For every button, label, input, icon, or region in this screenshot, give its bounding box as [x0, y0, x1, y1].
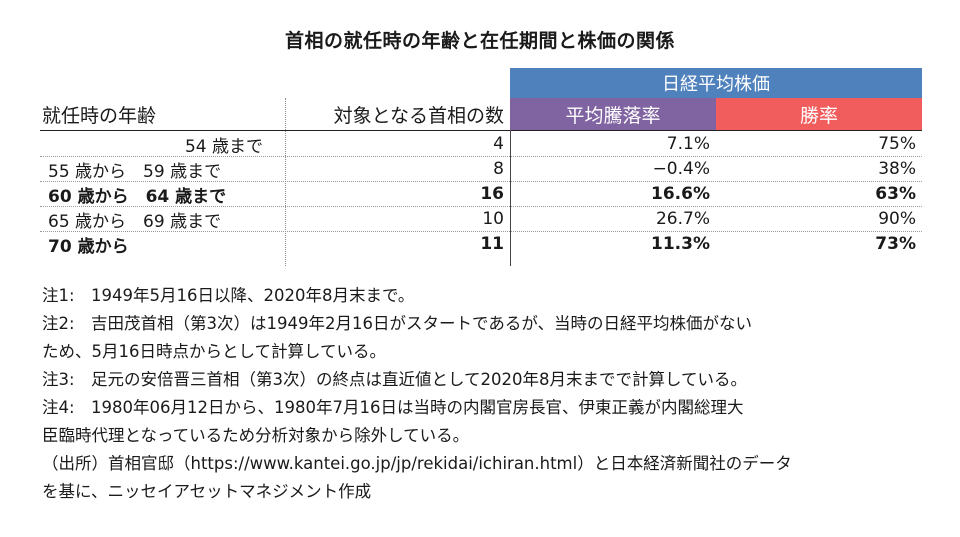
cell-average-change: 7.1%	[666, 134, 710, 154]
cell-win-rate: 73%	[875, 234, 916, 254]
cell-average-change: −0.4%	[652, 159, 710, 179]
cell-count: 8	[493, 159, 504, 179]
column-divider	[510, 130, 511, 266]
table-header-row: 就任時の年齢 対象となる首相の数 平均騰落率 勝率	[40, 98, 922, 130]
cell-age: 70 歳から	[48, 236, 129, 257]
header-age: 就任時の年齢	[42, 104, 157, 127]
table-row: 65 歳から 69 歳まで 10 26.7% 90%	[40, 207, 922, 232]
cell-count: 11	[480, 234, 504, 254]
cell-count: 10	[482, 209, 504, 229]
header-average-change: 平均騰落率	[510, 98, 716, 130]
cell-win-rate: 63%	[875, 184, 916, 204]
table-body: 54 歳まで 4 7.1% 75% 55 歳から 59 歳まで 8 −0.4% …	[40, 132, 922, 257]
footnote-line: 注3: 足元の安倍晋三首相（第3次）の終点は直近値として2020年8月末までで計…	[42, 370, 748, 389]
cell-age: 60 歳から 64 歳まで	[48, 186, 227, 207]
cell-age: 54 歳まで	[184, 136, 263, 157]
source-line: （出所）首相官邸（https://www.kantei.go.jp/jp/rek…	[42, 454, 792, 473]
nikkei-group-header: 日経平均株価	[510, 68, 922, 98]
header-win-rate: 勝率	[716, 98, 922, 130]
footnote-line: 注1: 1949年5月16日以降、2020年8月末まで。	[42, 286, 415, 305]
header-divider	[40, 130, 922, 131]
cell-average-change: 16.6%	[651, 184, 710, 204]
footnote-line: 臣臨時代理となっているため分析対象から除外している。	[42, 426, 470, 445]
footnotes: 注1: 1949年5月16日以降、2020年8月末まで。 注2: 吉田茂首相（第…	[42, 282, 932, 506]
cell-count: 4	[493, 134, 504, 154]
cell-average-change: 11.3%	[651, 234, 710, 254]
cell-average-change: 26.7%	[655, 209, 710, 229]
cell-age: 55 歳から 59 歳まで	[48, 161, 222, 182]
table-row: 54 歳まで 4 7.1% 75%	[40, 132, 922, 157]
source-line: を基に、ニッセイアセットマネジメント作成	[42, 482, 372, 501]
page-title: 首相の就任時の年齢と在任期間と株価の関係	[284, 30, 675, 52]
footnote-line: 注4: 1980年06月12日から、1980年7月16日は当時の内閣官房長官、伊…	[42, 398, 744, 417]
table-row: 70 歳から 11 11.3% 73%	[40, 232, 922, 257]
header-count: 対象となる首相の数	[333, 104, 504, 127]
footnote-line: 注2: 吉田茂首相（第3次）は1949年2月16日がスタートであるが、当時の日経…	[42, 314, 753, 333]
cell-win-rate: 75%	[878, 134, 916, 154]
cell-count: 16	[480, 184, 504, 204]
column-divider	[285, 98, 286, 266]
table-row: 60 歳から 64 歳まで 16 16.6% 63%	[40, 182, 922, 207]
cell-age: 65 歳から 69 歳まで	[48, 211, 222, 232]
cell-win-rate: 38%	[878, 159, 916, 179]
footnote-line: ため、5月16日時点からとして計算している。	[42, 342, 387, 361]
table-row: 55 歳から 59 歳まで 8 −0.4% 38%	[40, 157, 922, 182]
cell-win-rate: 90%	[878, 209, 916, 229]
